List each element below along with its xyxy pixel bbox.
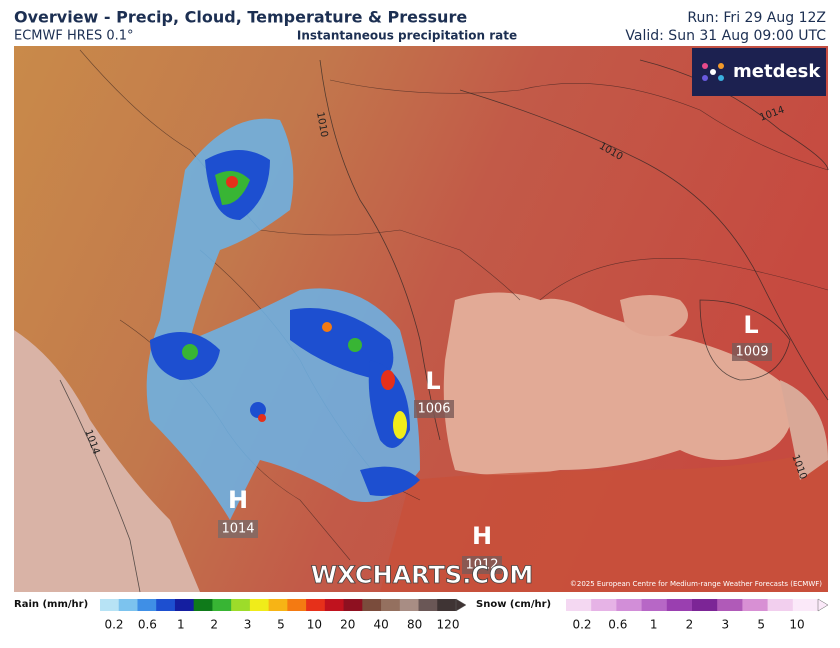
legend-swatch <box>566 599 592 611</box>
legend-arrow <box>455 598 467 612</box>
legend-swatch <box>742 599 769 611</box>
legend-swatch <box>343 599 363 611</box>
legend-arrow <box>817 598 829 612</box>
legend-swatch <box>418 599 438 611</box>
pressure-value: 1009 <box>735 345 768 360</box>
pressure-box <box>414 400 454 418</box>
run: Run: Fri 29 Aug 12Z <box>687 10 826 26</box>
pressure-centers: L 1009 L 1006 H 1014 H 1012 <box>218 311 772 574</box>
pressure-symbol: L <box>743 311 758 339</box>
legend-tick-label: 1 <box>177 618 185 632</box>
copyright: ©2025 European Centre for Medium-range W… <box>570 580 822 588</box>
sea-adriatic <box>14 330 200 592</box>
pressure-box <box>218 520 258 538</box>
legend-tick-label: 20 <box>340 618 355 632</box>
legend-tick-label: 5 <box>757 618 765 632</box>
legend-swatch <box>792 599 819 611</box>
pressure-value: 1014 <box>221 522 254 537</box>
legend-swatch <box>641 599 668 611</box>
pressure-box <box>462 556 502 574</box>
snow-legend-label: Snow (cm/hr) <box>476 599 551 610</box>
map: L 1009 L 1006 H 1014 H 1012 1010 1014 10… <box>14 46 829 593</box>
legend-swatch <box>767 599 794 611</box>
legend-swatch <box>118 599 138 611</box>
legend-swatch <box>666 599 693 611</box>
pressure-box <box>732 343 772 361</box>
legend-tick-label: 10 <box>307 618 322 632</box>
legend-swatch <box>100 599 120 611</box>
legend-swatch <box>212 599 232 611</box>
legend-tick-label: 3 <box>244 618 252 632</box>
legend-swatch <box>137 599 157 611</box>
valid: Valid: Sun 31 Aug 09:00 UTC <box>625 28 826 44</box>
pressure-symbol: L <box>425 367 440 395</box>
legend: 0.2 0.6 1 2 3 5 10 20 40 80 120 0.2 0.6 1 2 3 5 10 <box>100 598 829 632</box>
legend-tick-label: 0.2 <box>572 618 591 632</box>
legend-swatch <box>692 599 718 611</box>
isobars <box>59 59 829 593</box>
isobar-label: 1010 <box>314 111 329 138</box>
pressure-symbol: H <box>472 522 492 550</box>
subtitle: Instantaneous precipitation rate <box>297 29 517 43</box>
pressure-symbol: H <box>228 486 248 514</box>
legend-tick-label: 5 <box>277 618 285 632</box>
legend-tick-label: 0.2 <box>104 618 123 632</box>
watermark: WXCHARTS.COM <box>311 561 533 589</box>
legend-swatch <box>287 599 307 611</box>
legend-swatch <box>362 599 382 611</box>
rain-legend-label: Rain (mm/hr) <box>14 599 88 610</box>
legend-swatch <box>591 599 617 611</box>
legend-swatch <box>399 599 420 611</box>
legend-tick-label: 2 <box>686 618 694 632</box>
legend-swatch <box>306 599 326 611</box>
rain <box>146 118 420 521</box>
pressure-value: 1006 <box>417 402 450 417</box>
logo-text: metdesk <box>733 61 821 82</box>
legend-swatch <box>174 599 195 611</box>
legend-swatch <box>156 599 176 611</box>
legend-swatch <box>231 599 251 611</box>
legend-swatch <box>249 599 270 611</box>
legend-swatch <box>268 599 288 611</box>
sea-azov <box>620 295 688 337</box>
legend-swatch <box>324 599 345 611</box>
legend-tick-label: 1 <box>650 618 658 632</box>
logo-icon <box>702 63 724 81</box>
legend-swatch <box>437 599 457 611</box>
legend-swatch <box>193 599 213 611</box>
legend-tick-label: 80 <box>407 618 422 632</box>
legend-tick-label: 2 <box>210 618 218 632</box>
caspian <box>780 380 828 480</box>
black-sea <box>443 292 793 475</box>
legend-tick-label: 0.6 <box>608 618 627 632</box>
legend-tick-label: 120 <box>437 618 460 632</box>
legend-tick-label: 0.6 <box>138 618 157 632</box>
legend-swatch <box>381 599 401 611</box>
pressure-value: 1012 <box>465 558 498 573</box>
legend-tick-label: 40 <box>374 618 389 632</box>
model: ECMWF HRES 0.1° <box>14 29 134 44</box>
title: Overview - Precip, Cloud, Temperature & … <box>14 8 467 27</box>
legend-tick-label: 3 <box>722 618 730 632</box>
legend-tick-label: 10 <box>789 618 804 632</box>
legend-swatch <box>616 599 643 611</box>
legend-swatch <box>717 599 743 611</box>
